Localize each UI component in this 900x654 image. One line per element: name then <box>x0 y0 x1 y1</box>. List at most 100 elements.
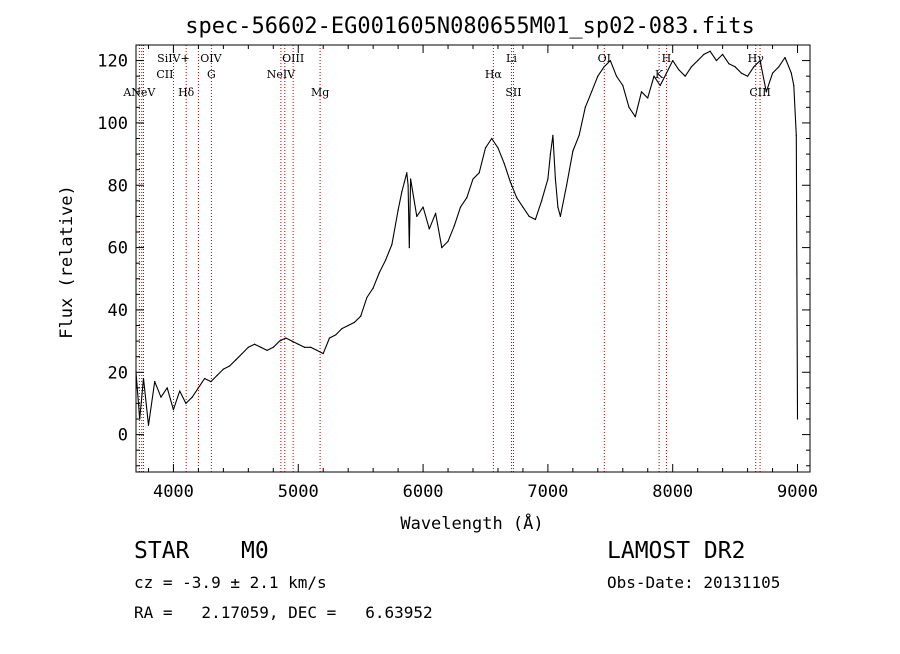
data-point <box>278 340 281 342</box>
data-point <box>204 377 206 380</box>
data-point <box>665 72 668 74</box>
data-point <box>784 56 786 59</box>
data-point <box>366 296 368 299</box>
data-point <box>793 84 795 87</box>
data-point <box>291 340 293 342</box>
data-point <box>740 72 742 74</box>
emission-line-markers <box>138 45 761 472</box>
data-point <box>341 328 343 330</box>
data-point <box>478 172 480 174</box>
line-label: Mg <box>311 86 329 99</box>
data-point <box>497 147 499 149</box>
data-point <box>191 396 193 398</box>
data-point <box>522 206 524 208</box>
data-point <box>609 59 611 62</box>
data-point <box>678 69 680 71</box>
data-point <box>472 178 474 180</box>
line-label: CIII <box>749 86 770 99</box>
series-layer <box>135 50 799 426</box>
data-point <box>235 359 237 361</box>
data-point <box>541 200 543 202</box>
line-label: SiIV+ <box>157 52 190 65</box>
data-point <box>179 390 181 392</box>
data-point <box>401 190 403 193</box>
x-tick-label: 7000 <box>527 482 568 502</box>
y-tick-label: 20 <box>108 363 128 383</box>
data-point <box>428 228 430 230</box>
data-point <box>297 343 299 345</box>
data-point <box>703 53 705 55</box>
data-point <box>753 66 755 68</box>
data-point <box>796 418 799 420</box>
data-point <box>197 387 200 389</box>
data-point <box>684 75 686 77</box>
data-point <box>697 59 699 62</box>
data-point <box>147 424 150 426</box>
line-label: SII <box>505 86 521 99</box>
y-tick-label: 0 <box>118 426 128 446</box>
data-point <box>728 63 730 65</box>
x-axis-title: Wavelength (Å) <box>400 512 543 534</box>
data-point <box>491 137 493 140</box>
line-label: OIV <box>200 52 222 65</box>
line-label: ANeV <box>122 86 156 99</box>
axis-ticks: 4000 5000 6000 7000 8000 9000 0 20 40 60 80 100 120 <box>97 45 818 502</box>
data-point <box>557 206 559 208</box>
data-point <box>578 134 580 136</box>
chart-title: spec-56602-EG001605N080655M01_sp02-083.f… <box>185 14 755 39</box>
data-point <box>408 246 410 249</box>
line-annotations: SiIV+ OIV OIII Li OI H Hγ CII G NeIV Hα K ANeV Hδ Mg SI… <box>122 52 770 99</box>
line-label: H <box>662 52 672 65</box>
line-label: CII <box>156 68 173 81</box>
data-point <box>615 75 618 77</box>
y-tick-label: 80 <box>108 176 128 196</box>
line-label: K <box>655 68 664 81</box>
data-point <box>385 259 387 261</box>
spectrum-line <box>135 50 799 426</box>
data-point <box>547 178 549 180</box>
data-point <box>441 246 443 249</box>
data-point <box>559 215 561 218</box>
data-point <box>622 84 624 87</box>
data-point <box>328 337 331 339</box>
object-subclass: M0 <box>241 538 269 564</box>
data-point <box>422 206 424 208</box>
y-tick-label: 40 <box>108 301 128 321</box>
data-point <box>534 218 537 221</box>
coordinates: RA = 2.17059, DEC = 6.63952 <box>134 603 433 622</box>
data-point <box>316 349 318 352</box>
data-point <box>603 66 605 68</box>
survey-name: LAMOST DR2 <box>607 538 746 564</box>
line-label: G <box>207 68 216 81</box>
data-point <box>715 59 717 62</box>
data-point <box>653 75 655 77</box>
data-point <box>549 153 551 155</box>
data-point <box>709 50 711 52</box>
data-point <box>795 134 797 136</box>
data-point <box>229 365 231 367</box>
data-point <box>247 346 249 348</box>
data-point <box>628 106 630 108</box>
plot-frame <box>135 44 811 473</box>
y-tick-label: 60 <box>108 239 128 259</box>
data-point <box>734 66 736 68</box>
data-point <box>503 162 505 165</box>
line-label: Hα <box>485 68 503 81</box>
data-point <box>765 91 767 93</box>
redshift-cz: cz = -3.9 ± 2.1 km/s <box>134 573 327 592</box>
data-point <box>166 387 168 389</box>
data-point <box>378 271 380 274</box>
data-point <box>216 374 218 376</box>
data-point <box>406 172 408 174</box>
data-point <box>466 197 468 199</box>
data-point <box>634 116 636 118</box>
data-point <box>241 352 243 355</box>
data-point <box>590 91 593 93</box>
y-tick-label: 100 <box>97 114 128 134</box>
data-point <box>260 346 262 348</box>
data-point <box>484 147 487 149</box>
data-point <box>303 346 306 348</box>
data-point <box>409 178 412 180</box>
data-point <box>672 59 674 62</box>
